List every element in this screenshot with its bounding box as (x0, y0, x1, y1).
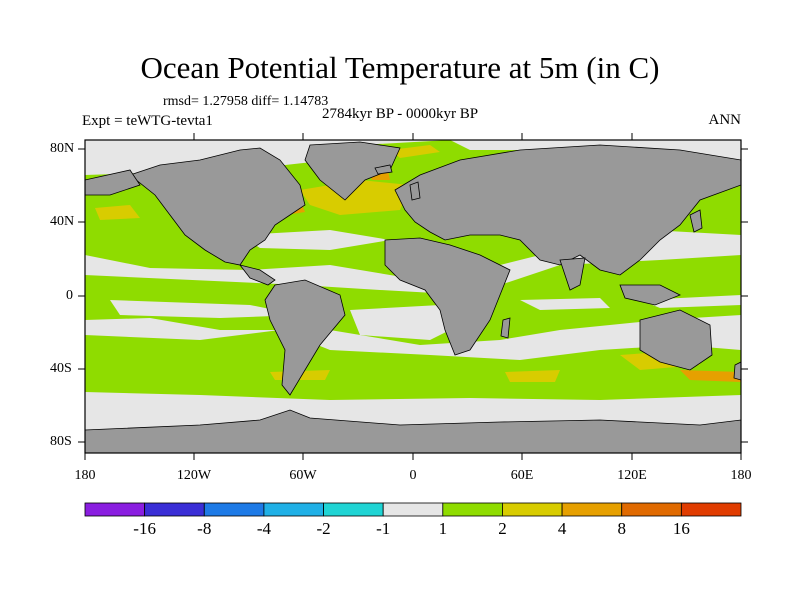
map-title: Ocean Potential Temperature at 5m (in C) (140, 50, 660, 85)
lon-label-60e: 60E (510, 468, 534, 483)
lon-label-180e: 180 (730, 468, 752, 483)
lon-label-0: 0 (409, 468, 417, 483)
colorbar-swatch (84, 502, 146, 517)
colorbar-label: -1 (376, 519, 391, 538)
colorbar-label: 2 (498, 519, 507, 538)
land-masses (85, 141, 741, 453)
lon-label-180w: 180 (74, 468, 96, 483)
colorbar-swatch (621, 502, 682, 517)
lon-label-120e: 120E (617, 468, 647, 483)
lon-label-60w: 60W (289, 468, 317, 483)
colorbar-label: -4 (256, 519, 271, 538)
lat-label-0: 0 (66, 288, 73, 303)
lon-ticks (84, 133, 742, 460)
colorbar-swatch (561, 502, 623, 517)
colorbar-swatch (263, 502, 324, 517)
colorbar-swatch (203, 502, 265, 517)
colorbar-label: -2 (316, 519, 331, 538)
lat-label-40s: 40S (50, 361, 72, 376)
colorbar (84, 502, 742, 517)
colorbar-swatch (680, 502, 742, 517)
colorbar-swatch (502, 502, 563, 517)
colorbar-label: -8 (197, 519, 212, 538)
period-label: 2784kyr BP - 0000kyr BP (322, 106, 479, 122)
colorbar-label: 8 (617, 519, 626, 538)
lat-label-80s: 80S (50, 434, 72, 449)
season-label: ANN (708, 112, 742, 128)
colorbar-swatch (382, 502, 444, 517)
experiment-label: Expt = teWTG-tevta1 (82, 113, 213, 129)
colorbar-label: -16 (133, 519, 156, 538)
lat-ticks (78, 148, 748, 443)
colorbar-label: 4 (557, 519, 567, 538)
colorbar-swatch (144, 502, 205, 517)
lon-label-120w: 120W (176, 468, 212, 483)
stats-label: rmsd= 1.27958 diff= 1.14783 (163, 94, 329, 109)
colorbar-swatch (442, 502, 503, 517)
lat-label-40n: 40N (50, 214, 75, 229)
lat-label-80n: 80N (50, 141, 75, 156)
colorbar-label: 16 (672, 519, 690, 538)
colorbar-label: 1 (438, 519, 448, 538)
neutral-ocean-regions (110, 230, 741, 340)
colorbar-swatch (323, 502, 384, 517)
